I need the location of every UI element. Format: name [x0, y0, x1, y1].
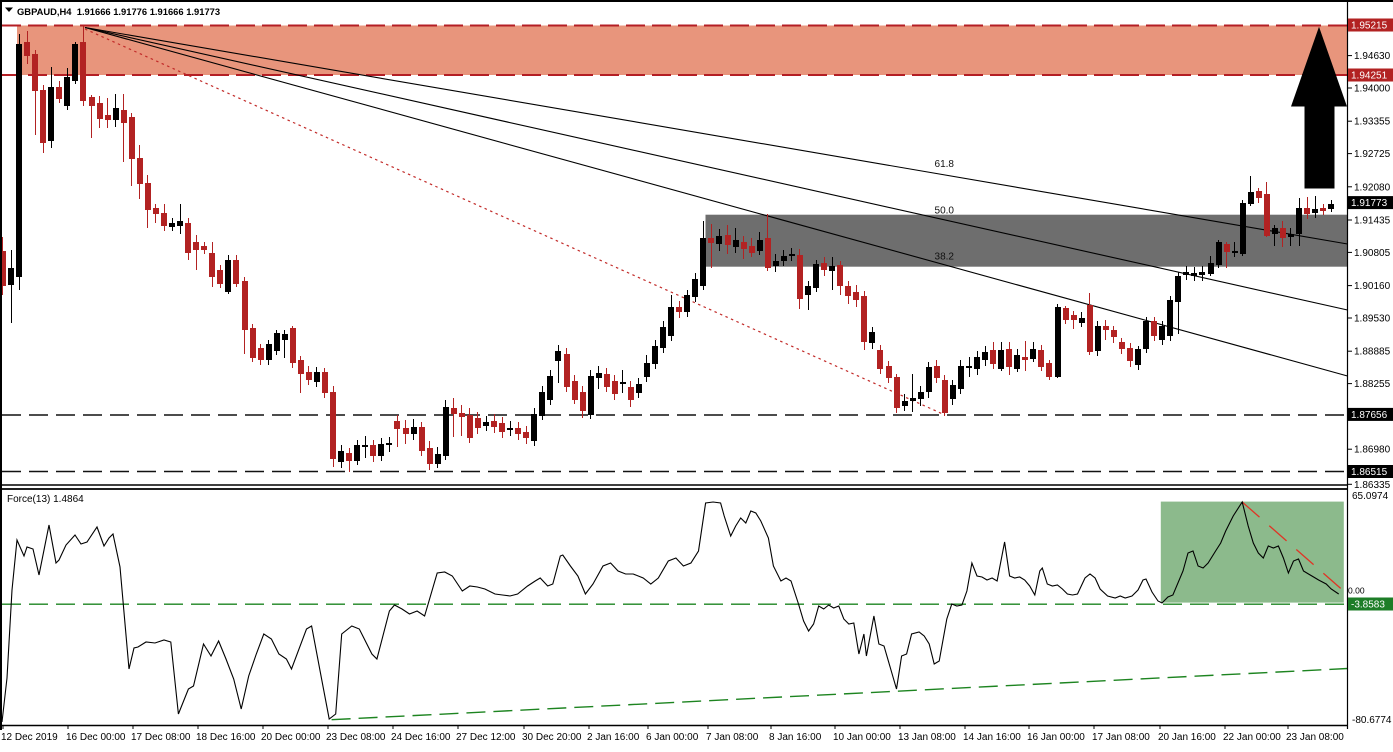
- svg-text:1.92080: 1.92080: [1354, 182, 1391, 193]
- svg-text:8 Jan 16:00: 8 Jan 16:00: [769, 732, 822, 743]
- svg-text:65.0974: 65.0974: [1352, 491, 1389, 502]
- svg-text:61.8: 61.8: [935, 159, 955, 170]
- svg-text:1.86515: 1.86515: [1351, 467, 1388, 478]
- svg-text:1.91435: 1.91435: [1354, 216, 1391, 227]
- svg-text:1.91773: 1.91773: [1351, 198, 1388, 209]
- svg-text:50.0: 50.0: [935, 206, 955, 217]
- svg-text:23 Jan 08:00: 23 Jan 08:00: [1286, 732, 1344, 743]
- svg-text:14 Jan 16:00: 14 Jan 16:00: [963, 732, 1021, 743]
- svg-text:1.88885: 1.88885: [1354, 347, 1391, 358]
- svg-text:38.2: 38.2: [935, 252, 955, 263]
- svg-text:Force(13) 1.4864: Force(13) 1.4864: [7, 494, 84, 505]
- svg-text:16 Dec 00:00: 16 Dec 00:00: [66, 732, 126, 743]
- svg-text:1.93355: 1.93355: [1354, 117, 1391, 128]
- svg-text:7 Jan 08:00: 7 Jan 08:00: [706, 732, 759, 743]
- svg-text:10 Jan 00:00: 10 Jan 00:00: [833, 732, 891, 743]
- svg-text:12 Dec 2019: 12 Dec 2019: [1, 732, 58, 743]
- svg-text:22 Jan 00:00: 22 Jan 00:00: [1223, 732, 1281, 743]
- svg-text:1.90160: 1.90160: [1354, 281, 1391, 292]
- svg-text:13 Jan 08:00: 13 Jan 08:00: [898, 732, 956, 743]
- svg-text:1.88255: 1.88255: [1354, 379, 1391, 390]
- svg-text:2 Jan 16:00: 2 Jan 16:00: [587, 732, 640, 743]
- svg-text:1.87656: 1.87656: [1351, 410, 1388, 421]
- svg-text:24 Dec 16:00: 24 Dec 16:00: [391, 732, 451, 743]
- svg-text:27 Dec 12:00: 27 Dec 12:00: [456, 732, 516, 743]
- svg-text:1.95215: 1.95215: [1351, 21, 1388, 32]
- svg-text:-3.8583: -3.8583: [1351, 600, 1385, 611]
- svg-text:1.89530: 1.89530: [1354, 314, 1391, 325]
- svg-text:1.92725: 1.92725: [1354, 149, 1391, 160]
- svg-text:0.00: 0.00: [1348, 586, 1365, 596]
- svg-text:23 Dec 08:00: 23 Dec 08:00: [326, 732, 386, 743]
- svg-text:17 Jan 08:00: 17 Jan 08:00: [1092, 732, 1150, 743]
- svg-text:GBPAUD,H4 1.91666 1.91776 1.9: GBPAUD,H4 1.91666 1.91776 1.91666 1.9177…: [17, 6, 220, 17]
- svg-text:-80.6774: -80.6774: [1352, 715, 1392, 726]
- svg-text:18 Dec 16:00: 18 Dec 16:00: [196, 732, 256, 743]
- svg-text:1.94630: 1.94630: [1354, 51, 1391, 62]
- svg-text:1.90805: 1.90805: [1354, 248, 1391, 259]
- svg-text:20 Dec 00:00: 20 Dec 00:00: [261, 732, 321, 743]
- svg-text:17 Dec 08:00: 17 Dec 08:00: [131, 732, 191, 743]
- svg-text:1.86980: 1.86980: [1354, 445, 1391, 456]
- svg-text:30 Dec 20:00: 30 Dec 20:00: [522, 732, 582, 743]
- svg-text:1.86335: 1.86335: [1354, 480, 1391, 491]
- svg-text:1.94000: 1.94000: [1354, 84, 1391, 95]
- svg-text:20 Jan 16:00: 20 Jan 16:00: [1158, 732, 1216, 743]
- svg-text:1.94251: 1.94251: [1351, 71, 1388, 82]
- svg-text:6 Jan 00:00: 6 Jan 00:00: [646, 732, 699, 743]
- svg-text:16 Jan 00:00: 16 Jan 00:00: [1027, 732, 1085, 743]
